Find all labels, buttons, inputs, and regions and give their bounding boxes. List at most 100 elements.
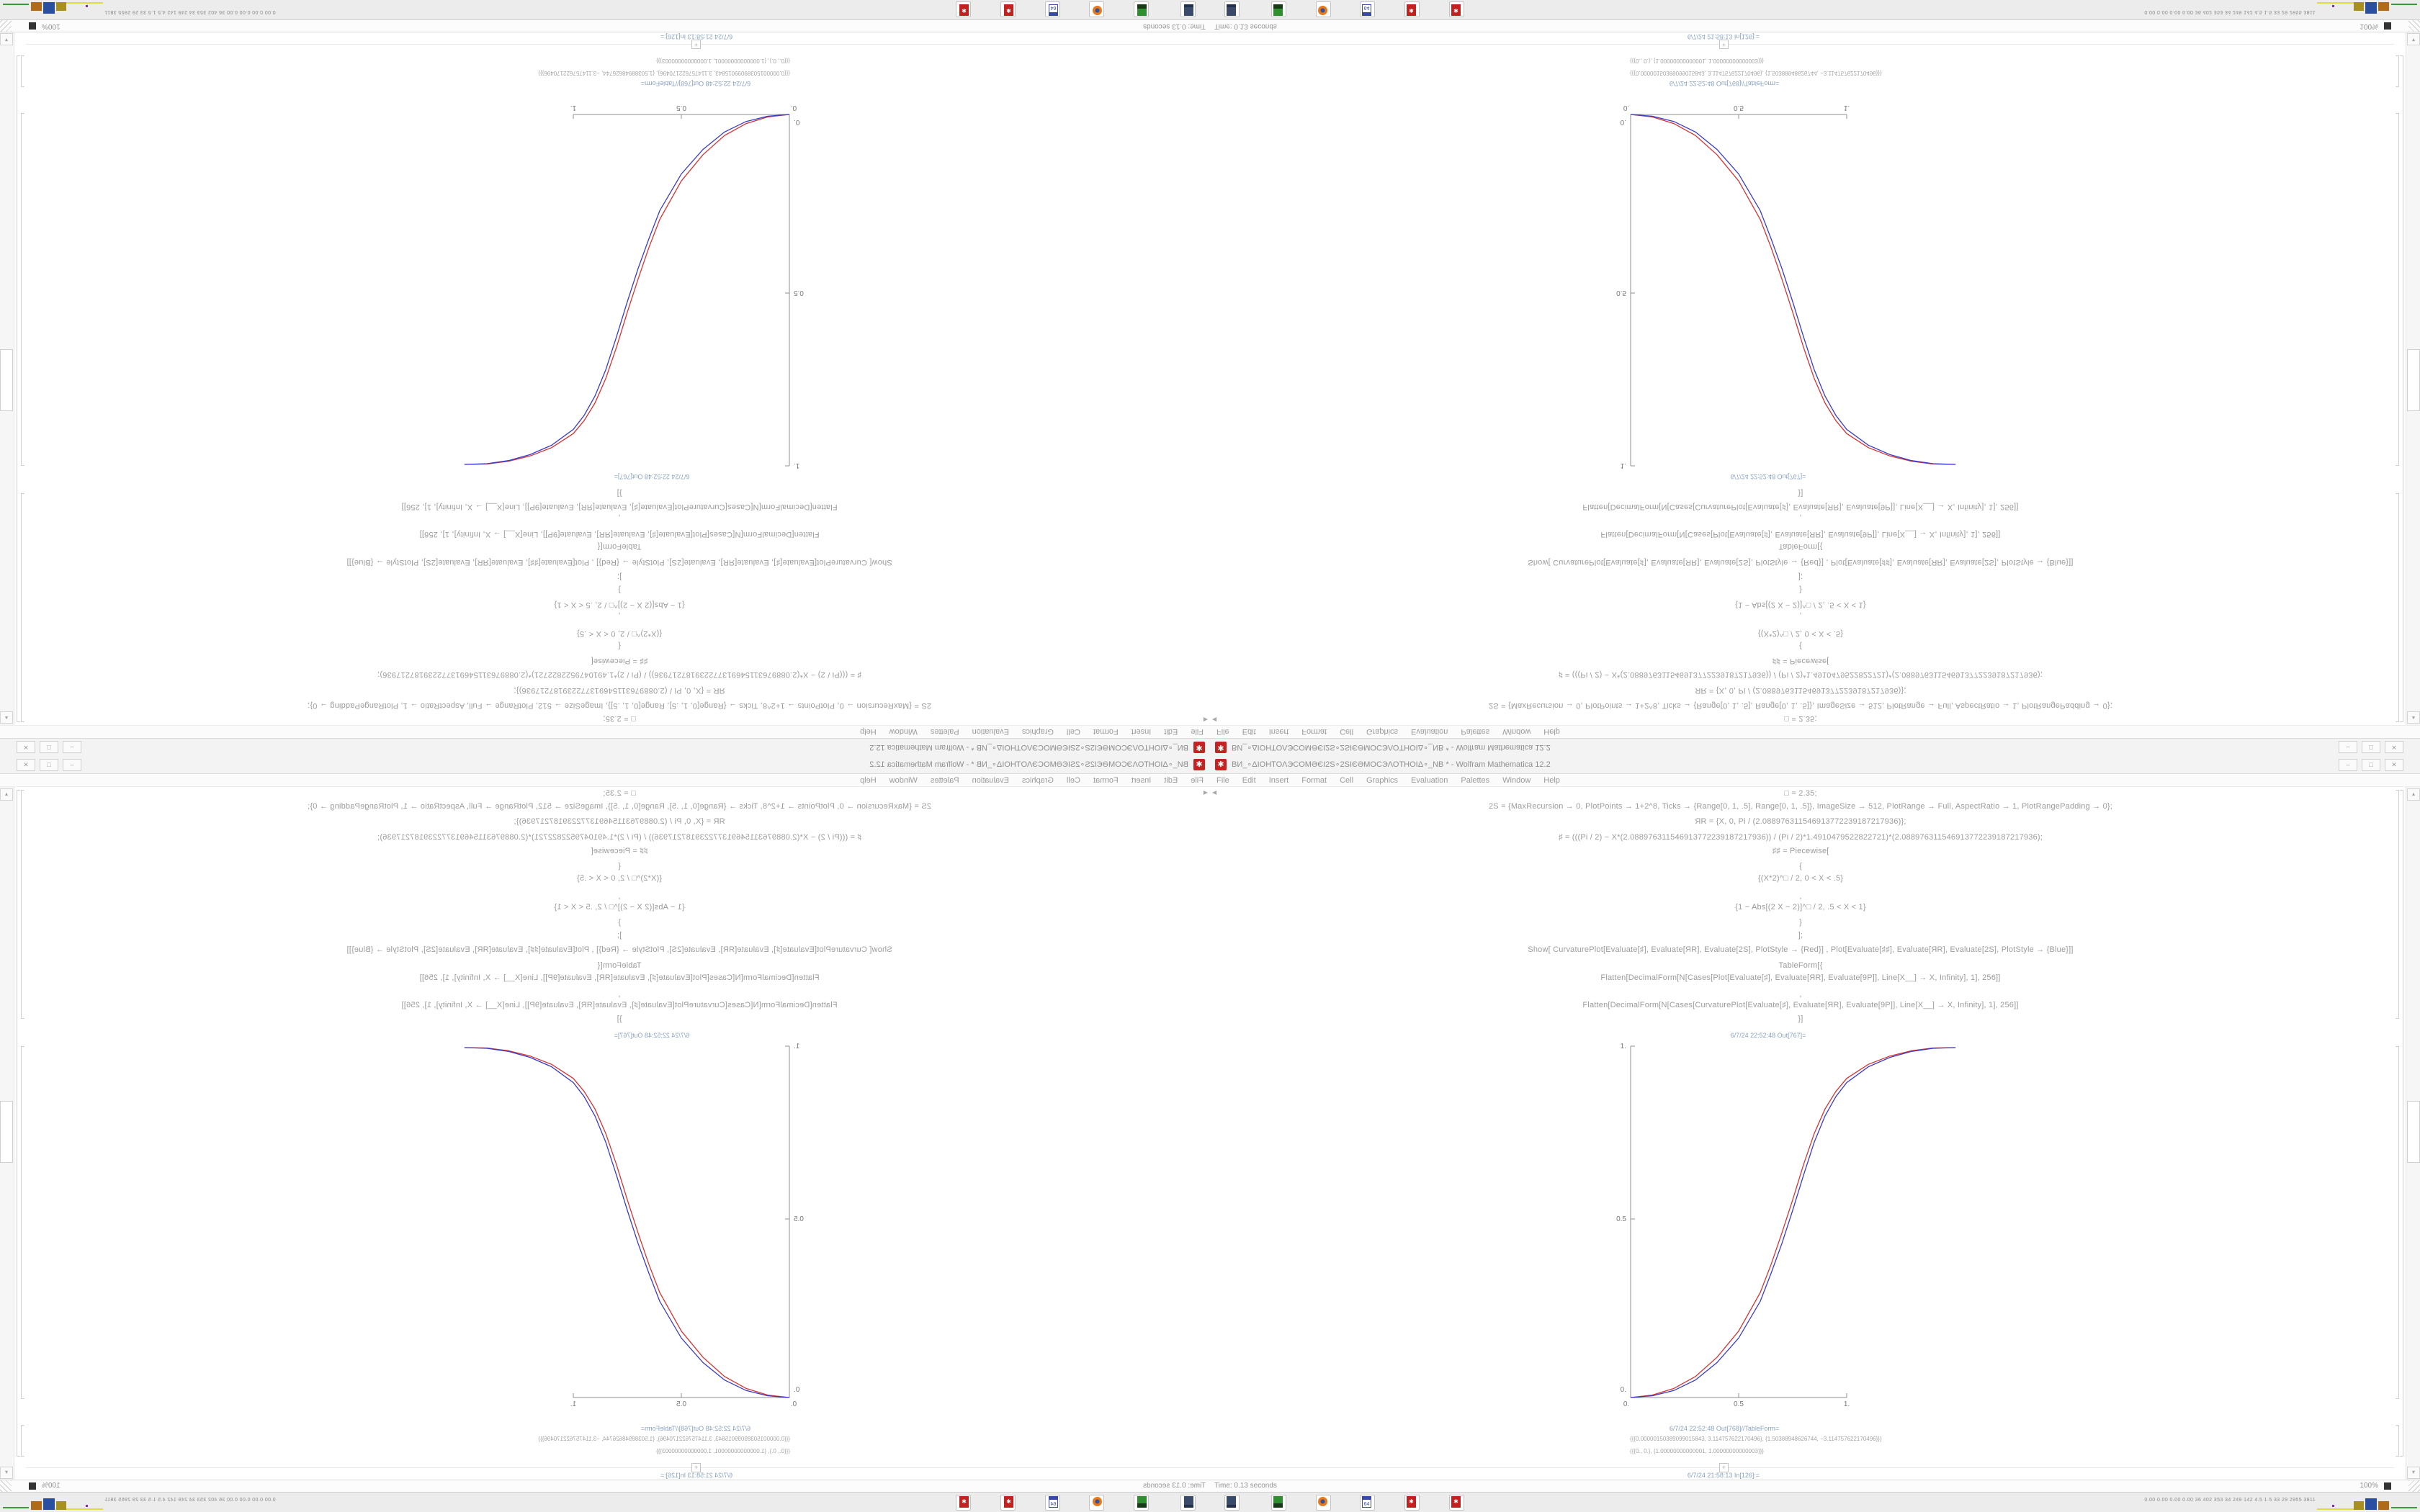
input-line[interactable]: ]; <box>1798 931 1803 940</box>
cell-bracket-plot[interactable] <box>2396 113 2399 466</box>
input-line[interactable]: □ = 2.35; <box>1784 789 1817 798</box>
cell-bracket-input[interactable] <box>2396 493 2399 722</box>
vertical-scrollbar[interactable]: ▴ ▾ <box>0 32 14 725</box>
taskbar-item-pc[interactable] <box>1180 1 1196 17</box>
cell-insertion-line[interactable] <box>26 44 1210 45</box>
taskbar-item-browser[interactable] <box>1089 1495 1104 1511</box>
taskbar-item-terminal[interactable] <box>1271 1 1286 17</box>
cell-bracket-table[interactable] <box>2396 55 2399 87</box>
taskbar-item-pc[interactable] <box>1224 1 1240 17</box>
magnification-value[interactable]: 100% <box>42 1482 60 1490</box>
scroll-down-icon[interactable]: ▾ <box>2407 33 2420 45</box>
menu-format[interactable]: Format <box>1301 775 1327 785</box>
taskbar-item-mathematica-kernel[interactable]: ✱ <box>1404 1495 1420 1511</box>
cell-bracket-plot[interactable] <box>2396 1046 2399 1399</box>
taskbar-item-browser[interactable] <box>1316 1 1331 17</box>
cell-insert-plus-button[interactable]: + <box>1719 40 1729 49</box>
minimize-button[interactable]: – <box>2339 759 2357 771</box>
scrollbar-thumb[interactable] <box>2407 1101 2420 1163</box>
input-line[interactable]: ♯♯ = Piecewise[ <box>1772 847 1829 855</box>
menu-evaluation[interactable]: Evaluation <box>1411 775 1448 785</box>
vertical-scrollbar[interactable]: ▴ ▾ <box>0 787 14 1480</box>
maximize-button[interactable]: □ <box>2362 759 2380 771</box>
taskbar-item-mathematica[interactable]: ✱ <box>1449 1495 1464 1511</box>
cell-insertion-line[interactable] <box>26 1467 1210 1468</box>
cell-bracket-table[interactable] <box>21 55 24 87</box>
magnification-value[interactable]: 100% <box>2360 22 2378 30</box>
scrollbar-thumb[interactable] <box>0 349 13 411</box>
cell-bracket-table[interactable] <box>21 1425 24 1457</box>
scrollbar-thumb[interactable] <box>0 1101 13 1163</box>
magnification-value[interactable]: 100% <box>2360 1482 2378 1490</box>
magnification-icon[interactable] <box>29 1482 36 1490</box>
magnification-icon[interactable] <box>2384 1482 2391 1490</box>
cell-bracket-plot[interactable] <box>21 113 24 466</box>
input-line[interactable]: { <box>1799 862 1802 870</box>
resize-grip[interactable] <box>0 19 12 32</box>
taskbar-item-mathematica-kernel[interactable]: ✱ <box>1404 1 1420 17</box>
taskbar-item-emulator[interactable]: 64 <box>1045 1495 1060 1511</box>
cell-bracket-group[interactable] <box>2400 55 2403 722</box>
scroll-up-icon[interactable]: ▴ <box>2407 788 2420 801</box>
taskbar-item-terminal[interactable] <box>1134 1 1149 17</box>
cell-insertion-line[interactable] <box>1210 44 2394 45</box>
menu-help[interactable]: Help <box>1543 775 1560 785</box>
resize-grip[interactable] <box>0 1480 12 1493</box>
cell-bracket-input[interactable] <box>21 493 24 722</box>
magnification-value[interactable]: 100% <box>42 22 60 30</box>
input-line[interactable]: {1 − Abs[(2 X − 2)]^□ / 2, .5 < X < 1} <box>1735 903 1866 912</box>
magnification-icon[interactable] <box>2384 22 2391 30</box>
cell-insertion-line[interactable] <box>1210 1467 2394 1468</box>
cell-bracket-group[interactable] <box>17 790 20 1457</box>
menu-window[interactable]: Window <box>1502 775 1531 785</box>
input-line[interactable]: } <box>1799 918 1802 927</box>
input-line[interactable]: {(X*2)^□ / 2, 0 < X < .5} <box>1757 874 1844 883</box>
cell-insert-plus-button[interactable]: + <box>1719 1463 1729 1472</box>
input-line[interactable]: ♯ = (((Pi / 2) − X*(2.088976311546913772… <box>1558 833 2043 842</box>
taskbar-item-terminal[interactable] <box>1271 1495 1286 1511</box>
cell-bracket-plot[interactable] <box>21 1046 24 1399</box>
taskbar-item-mathematica-kernel[interactable]: ✱ <box>1000 1 1016 17</box>
scroll-up-icon[interactable]: ▴ <box>0 711 13 724</box>
menu-file[interactable]: File <box>1216 775 1229 785</box>
vertical-scrollbar[interactable]: ▴ ▾ <box>2406 32 2420 725</box>
input-line[interactable]: , <box>1799 892 1802 901</box>
scroll-up-icon[interactable]: ▴ <box>0 788 13 801</box>
scroll-down-icon[interactable]: ▾ <box>2407 1467 2420 1479</box>
taskbar-item-emulator[interactable]: 64 <box>1360 1495 1375 1511</box>
scroll-up-icon[interactable]: ▴ <box>2407 711 2420 724</box>
taskbar-item-mathematica-kernel[interactable]: ✱ <box>1000 1495 1016 1511</box>
taskbar-item-browser[interactable] <box>1316 1495 1331 1511</box>
close-button[interactable]: ✕ <box>2385 759 2403 771</box>
resize-grip[interactable] <box>2408 19 2420 32</box>
cell-bracket-input[interactable] <box>21 790 24 1019</box>
cell-insert-plus-button[interactable]: + <box>691 40 701 49</box>
cell-bracket-group[interactable] <box>2400 790 2403 1457</box>
vertical-scrollbar[interactable]: ▴ ▾ <box>2406 787 2420 1480</box>
magnification-icon[interactable] <box>29 22 36 30</box>
taskbar-item-mathematica[interactable]: ✱ <box>956 1 971 17</box>
input-line[interactable]: 2S = {MaxRecursion → 0, PlotPoints → 1+2… <box>1488 802 2113 811</box>
cell-bracket-table[interactable] <box>2396 1425 2399 1457</box>
taskbar-item-pc[interactable] <box>1224 1495 1240 1511</box>
input-line[interactable]: TableForm[{ <box>1778 961 1823 970</box>
taskbar-item-emulator[interactable]: 64 <box>1360 1 1375 17</box>
taskbar-item-browser[interactable] <box>1089 1 1104 17</box>
menu-graphics[interactable]: Graphics <box>1366 775 1399 785</box>
input-line[interactable]: Show[ CurvaturePlot[Evaluate[♯], Evaluat… <box>1528 945 2074 954</box>
cell-bracket-group[interactable] <box>17 55 20 722</box>
scroll-down-icon[interactable]: ▾ <box>0 33 13 45</box>
input-line[interactable]: ЯR = {X, 0, Pi / (2.08897631154691377223… <box>1695 817 1906 826</box>
menu-palettes[interactable]: Palettes <box>1461 775 1490 785</box>
input-line[interactable]: }] <box>1798 1014 1803 1023</box>
input-line[interactable]: Flatten[DecimalForm[N[Cases[CurvaturePlo… <box>1582 1001 2019 1009</box>
resize-grip[interactable] <box>2408 1480 2420 1493</box>
taskbar-item-pc[interactable] <box>1180 1495 1196 1511</box>
cell-bracket-input[interactable] <box>2396 790 2399 1019</box>
menu-cell[interactable]: Cell <box>1340 775 1354 785</box>
menu-insert[interactable]: Insert <box>1268 775 1289 785</box>
input-line[interactable]: , <box>1799 990 1802 999</box>
sidebar-toggle-icon[interactable]: ◀ <box>1212 789 1217 796</box>
menu-edit[interactable]: Edit <box>1242 775 1256 785</box>
scrollbar-thumb[interactable] <box>2407 349 2420 411</box>
